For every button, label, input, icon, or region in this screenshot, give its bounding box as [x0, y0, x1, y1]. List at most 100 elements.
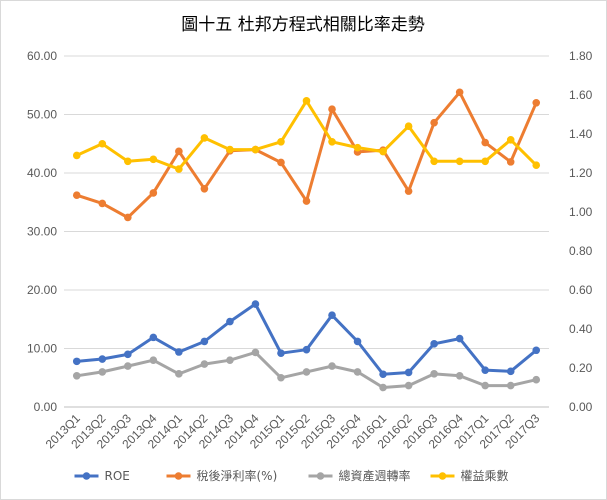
- data-point: [404, 381, 413, 390]
- data-point: [277, 349, 285, 357]
- data-point: [124, 362, 132, 370]
- data-point: [302, 345, 311, 354]
- data-point: [200, 337, 209, 346]
- chart-title: 圖十五 杜邦方程式相關比率走勢: [181, 15, 424, 35]
- data-point: [149, 189, 158, 197]
- gridlines: [64, 55, 549, 408]
- right-y-tick-label: 0.00: [569, 400, 593, 414]
- data-point: [532, 346, 541, 355]
- data-point: [226, 317, 234, 326]
- left-y-axis: 0.00 10.00 20.00 30.00 40.00 50.00 60.00: [27, 49, 57, 414]
- x-axis: 2013Q12013Q22013Q32013Q42014Q12014Q22014…: [43, 406, 549, 451]
- legend-item: ROE: [74, 469, 130, 483]
- series-line: [76, 99, 538, 171]
- data-point: [124, 350, 132, 359]
- legend-label: ROE: [105, 469, 130, 483]
- data-point: [532, 99, 541, 107]
- series-right-axis-2: [72, 348, 541, 392]
- data-point: [379, 383, 387, 392]
- data-point: [277, 373, 285, 382]
- data-point: [251, 300, 260, 308]
- data-point: [430, 157, 438, 166]
- data-point: [72, 372, 81, 380]
- data-point: [149, 155, 158, 164]
- series-left-axis-0: [72, 300, 541, 379]
- left-y-tick-label: 0.00: [34, 400, 58, 414]
- data-point: [175, 165, 183, 173]
- legend-item: 稅後淨利率(%): [166, 468, 277, 483]
- right-y-tick-label: 1.00: [569, 205, 593, 219]
- data-point: [481, 138, 489, 147]
- data-point: [455, 334, 464, 343]
- data-point: [430, 118, 438, 127]
- data-point: [328, 362, 336, 370]
- data-point: [532, 161, 541, 169]
- right-y-tick-label: 0.60: [569, 283, 593, 297]
- data-point: [277, 138, 285, 146]
- data-point: [455, 88, 464, 97]
- data-point: [404, 122, 413, 130]
- data-point: [200, 184, 209, 193]
- data-point: [72, 191, 81, 200]
- data-point: [455, 372, 464, 380]
- data-point: [98, 368, 107, 376]
- legend-swatch-marker: [82, 472, 91, 480]
- left-y-tick-label: 30.00: [27, 225, 57, 239]
- data-point: [149, 356, 158, 365]
- legend-label: 總資產週轉率: [339, 468, 411, 483]
- data-point: [353, 143, 362, 152]
- series-right-axis-3: [72, 97, 541, 173]
- legend: ROE 稅後淨利率(%) 總資產週轉率 權益乘數: [74, 468, 509, 483]
- data-point: [251, 348, 260, 357]
- data-point: [430, 340, 438, 348]
- data-point: [506, 381, 515, 390]
- left-y-tick-label: 60.00: [27, 49, 57, 63]
- data-point: [72, 357, 81, 366]
- data-point: [404, 187, 413, 195]
- data-point: [124, 157, 132, 166]
- left-y-tick-label: 20.00: [27, 283, 57, 297]
- data-point: [277, 158, 285, 167]
- data-point: [175, 370, 183, 378]
- legend-item: 權益乘數: [430, 469, 509, 483]
- right-y-tick-label: 1.60: [569, 88, 593, 102]
- data-point: [328, 105, 336, 114]
- data-point: [506, 367, 515, 376]
- legend-swatch-marker: [174, 472, 183, 480]
- legend-item: 總資產週轉率: [308, 468, 411, 483]
- data-point: [175, 147, 183, 156]
- data-point: [98, 355, 107, 363]
- data-point: [200, 134, 209, 142]
- data-point: [455, 157, 464, 166]
- data-point: [328, 311, 336, 319]
- data-point: [226, 145, 234, 154]
- data-point: [124, 213, 132, 222]
- data-point: [302, 97, 311, 105]
- data-point: [353, 337, 362, 346]
- right-y-tick-label: 0.80: [569, 244, 593, 258]
- data-point: [430, 370, 438, 378]
- right-y-tick-label: 1.20: [569, 166, 593, 180]
- plot-area: [72, 88, 541, 392]
- data-point: [302, 197, 311, 205]
- data-point: [175, 348, 183, 356]
- data-point: [328, 138, 336, 146]
- data-point: [98, 199, 107, 208]
- right-y-tick-label: 0.20: [569, 361, 593, 375]
- data-point: [379, 370, 387, 379]
- series-left-axis-1: [72, 88, 541, 222]
- data-point: [404, 368, 413, 377]
- data-point: [200, 360, 209, 368]
- right-y-axis: 0.00 0.20 0.40 0.60 0.80 1.00 1.20 1.40 1.60 1.80: [569, 49, 593, 414]
- data-point: [353, 368, 362, 376]
- left-y-tick-label: 10.00: [27, 342, 57, 356]
- data-point: [302, 368, 311, 376]
- data-point: [72, 151, 81, 160]
- data-point: [532, 375, 541, 384]
- series-line: [76, 302, 538, 376]
- right-y-tick-label: 1.40: [569, 127, 593, 141]
- data-point: [481, 381, 489, 390]
- data-point: [506, 158, 515, 166]
